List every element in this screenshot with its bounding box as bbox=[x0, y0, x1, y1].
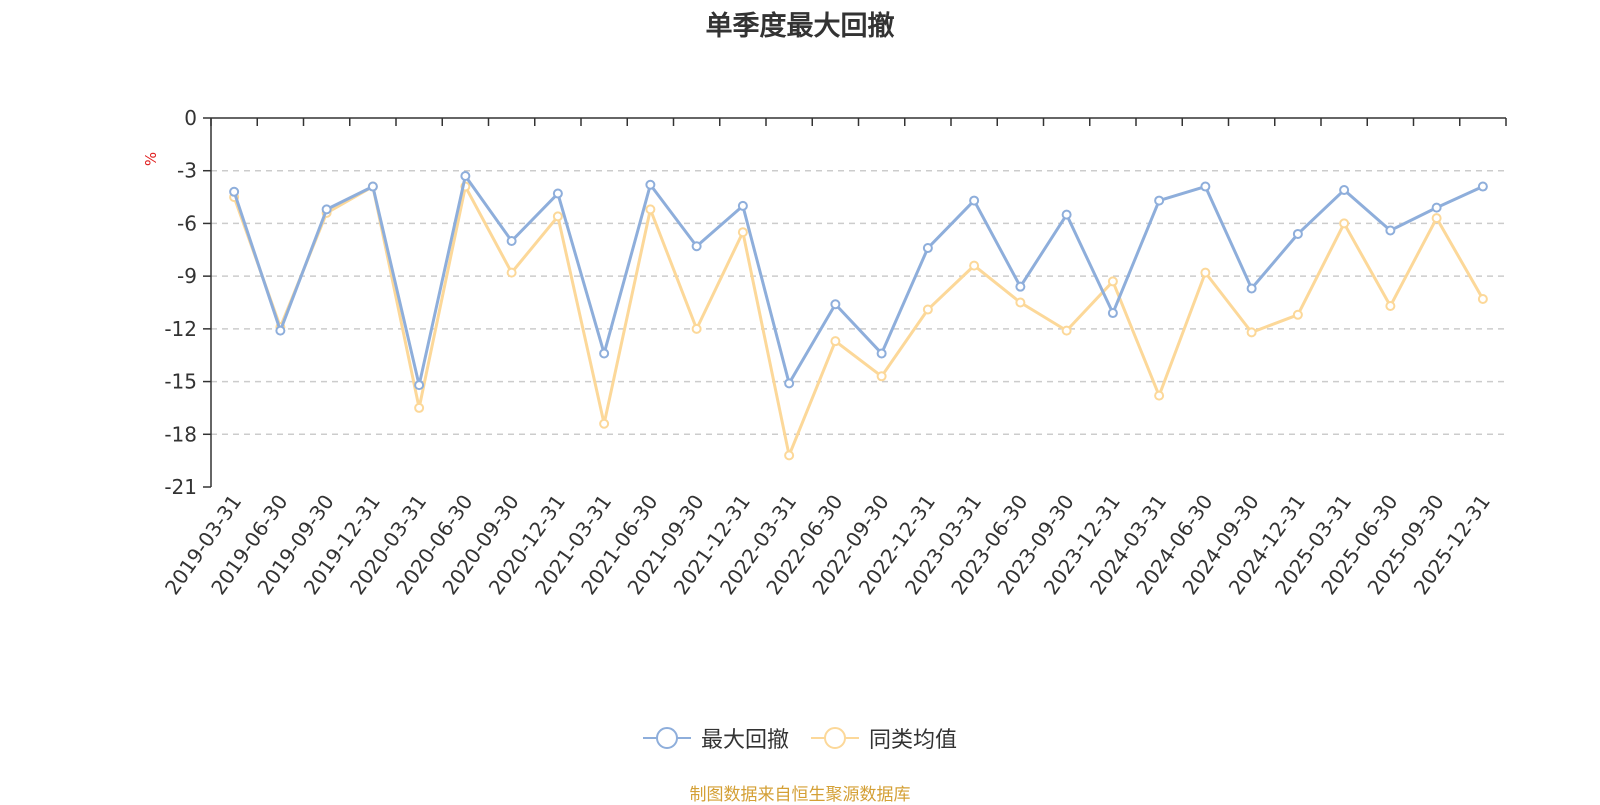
chart-title: 单季度最大回撤 bbox=[705, 11, 895, 42]
data-point bbox=[1107, 308, 1118, 319]
series-1 bbox=[229, 170, 1488, 391]
y-tick-label: -18 bbox=[164, 422, 197, 446]
data-point bbox=[969, 195, 980, 206]
data-point bbox=[1477, 293, 1488, 304]
y-tick-label: 0 bbox=[184, 106, 197, 130]
data-point bbox=[922, 243, 933, 254]
data-point bbox=[1200, 181, 1211, 192]
data-point bbox=[1431, 213, 1442, 224]
legend-label-series-1: 最大回撤 bbox=[700, 728, 789, 753]
data-point bbox=[1385, 225, 1396, 236]
data-source-note: 制图数据来自恒生聚源数据库 bbox=[689, 785, 911, 805]
data-point bbox=[1061, 209, 1072, 220]
data-point bbox=[506, 236, 517, 246]
data-point bbox=[691, 323, 702, 334]
data-point bbox=[321, 204, 332, 215]
data-point bbox=[876, 348, 887, 359]
legend-marker-series-1 bbox=[642, 727, 691, 749]
data-point bbox=[599, 418, 610, 429]
data-point bbox=[784, 450, 795, 461]
gridlines bbox=[211, 169, 1506, 436]
data-point bbox=[1292, 228, 1303, 239]
y-tick-label: -9 bbox=[177, 264, 197, 288]
axes bbox=[203, 117, 1507, 488]
data-point bbox=[784, 378, 795, 389]
data-point bbox=[830, 336, 841, 347]
data-point bbox=[1015, 297, 1026, 308]
y-tick-label: -15 bbox=[164, 370, 197, 394]
series-lines bbox=[229, 170, 1488, 461]
data-point bbox=[599, 348, 610, 359]
data-point bbox=[1154, 195, 1165, 206]
data-point bbox=[552, 211, 563, 222]
data-point bbox=[1431, 202, 1442, 213]
data-point bbox=[229, 186, 240, 197]
data-point bbox=[275, 325, 286, 336]
data-point bbox=[737, 227, 748, 238]
data-point bbox=[1200, 267, 1211, 278]
series-line-1 bbox=[232, 174, 1484, 387]
data-point bbox=[552, 188, 563, 199]
data-point bbox=[414, 380, 425, 391]
axis-labels: 0-3-6-9-12-15-18-212019-03-312019-06-302… bbox=[160, 106, 1495, 599]
data-point bbox=[1339, 218, 1350, 229]
data-point bbox=[460, 170, 471, 181]
legend-label-series-2: 同类均值 bbox=[869, 728, 958, 753]
data-point bbox=[645, 204, 656, 215]
legend-item-series-1[interactable]: 最大回撤 bbox=[642, 722, 789, 754]
data-point bbox=[876, 371, 887, 382]
series-2 bbox=[229, 181, 1488, 461]
data-point bbox=[1154, 390, 1165, 401]
data-point bbox=[1107, 276, 1118, 287]
data-point bbox=[922, 304, 933, 315]
data-point bbox=[1061, 325, 1072, 336]
legend: 最大回撤 同类均值 bbox=[0, 722, 1600, 754]
data-point bbox=[1292, 309, 1303, 320]
data-point bbox=[1477, 181, 1488, 192]
data-point bbox=[1246, 327, 1257, 338]
series-line-2 bbox=[232, 185, 1485, 457]
legend-item-series-2[interactable]: 同类均值 bbox=[811, 722, 957, 754]
legend-marker-series-2 bbox=[811, 727, 859, 749]
y-tick-label: -21 bbox=[164, 475, 197, 499]
data-point bbox=[737, 200, 748, 211]
data-point bbox=[1339, 185, 1350, 196]
data-point bbox=[969, 260, 980, 271]
data-point bbox=[1385, 301, 1396, 312]
y-tick-label: -12 bbox=[164, 317, 197, 341]
y-tick-label: -3 bbox=[177, 159, 197, 183]
data-point bbox=[506, 267, 517, 278]
data-point bbox=[1015, 281, 1026, 292]
data-point bbox=[367, 181, 378, 192]
data-point bbox=[645, 179, 656, 190]
y-tick-label: -6 bbox=[177, 211, 197, 235]
data-point bbox=[691, 241, 702, 252]
data-point bbox=[1246, 283, 1257, 294]
data-point bbox=[414, 402, 425, 413]
data-point bbox=[830, 299, 841, 310]
